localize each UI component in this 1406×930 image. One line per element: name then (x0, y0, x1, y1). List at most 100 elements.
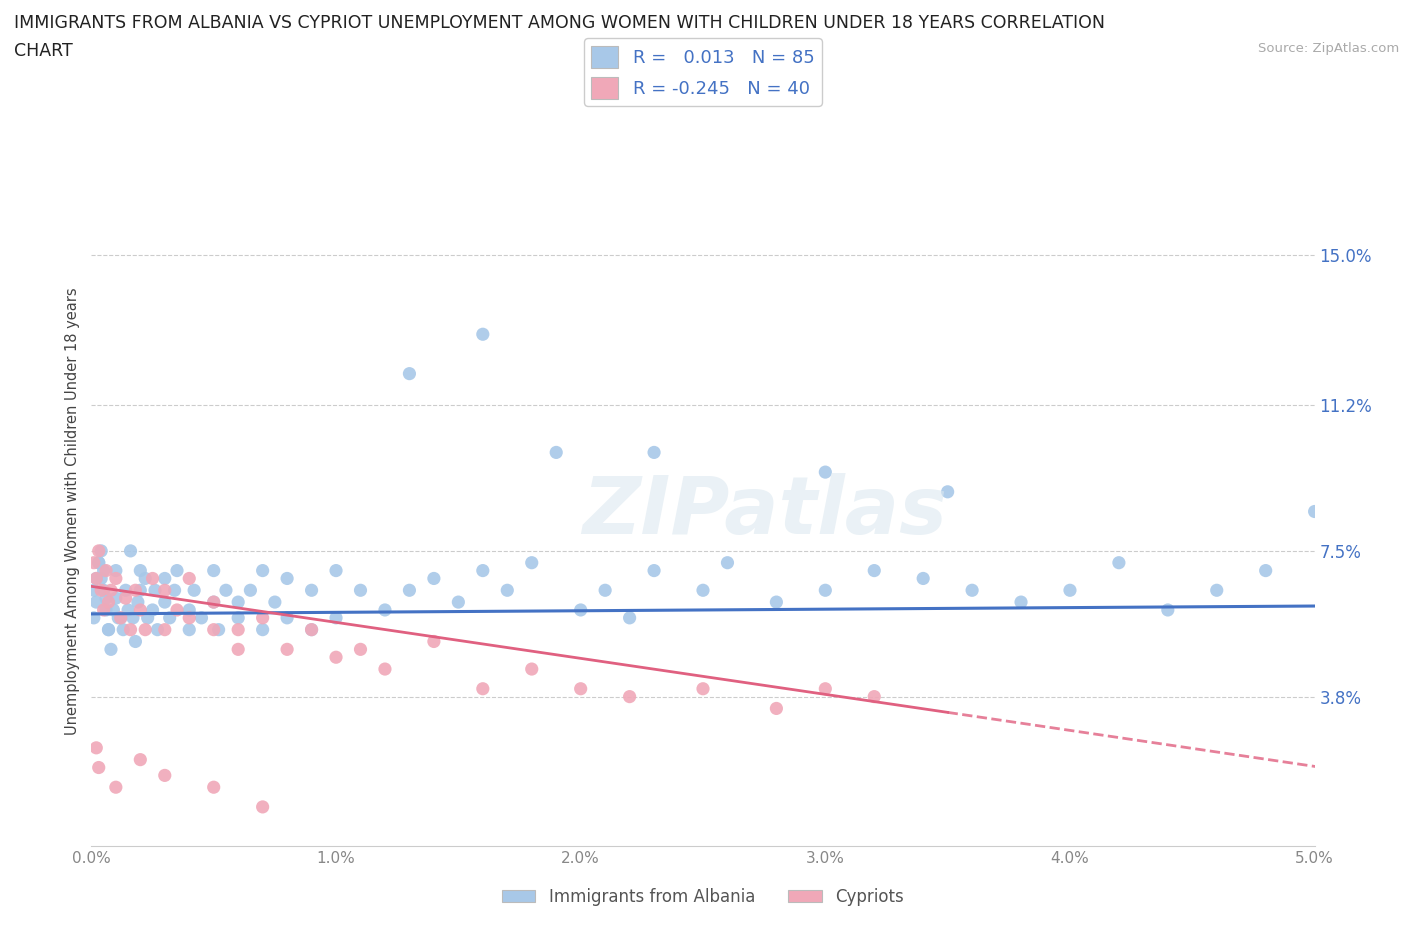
Point (423, 634, 446, 649)
Point (546, 445, 568, 459)
Point (447, 594, 470, 609)
Point (814, 465, 837, 480)
Point (163, 583, 186, 598)
Point (87, 760, 110, 775)
Point (103, 603, 125, 618)
Point (765, 594, 787, 609)
Point (202, 564, 225, 578)
Point (153, 622, 176, 637)
Point (643, 445, 665, 459)
Point (276, 571, 298, 586)
Point (166, 603, 188, 618)
Point (129, 583, 152, 598)
Point (100, 642, 122, 657)
Point (520, 555, 543, 570)
Point (202, 594, 225, 609)
Point (1157, 603, 1180, 618)
Point (104, 591, 127, 605)
Point (814, 583, 837, 598)
Point (814, 682, 837, 697)
Point (84, 740, 107, 755)
Point (1059, 583, 1081, 598)
Point (226, 610, 249, 625)
Point (349, 642, 371, 657)
Point (127, 594, 149, 609)
Point (569, 603, 592, 618)
Point (153, 594, 176, 609)
Point (264, 594, 287, 609)
Point (765, 701, 787, 716)
Point (122, 610, 145, 625)
Point (374, 661, 396, 676)
Point (93, 583, 115, 598)
Point (134, 622, 156, 637)
Point (87, 555, 110, 570)
Point (153, 571, 176, 586)
Point (93, 603, 115, 618)
Text: CHART: CHART (14, 42, 73, 60)
Point (1108, 555, 1130, 570)
Point (90, 571, 112, 586)
Point (124, 634, 146, 649)
Point (252, 622, 274, 637)
Point (110, 610, 132, 625)
Point (325, 610, 347, 625)
Point (104, 779, 127, 794)
Point (471, 564, 494, 578)
Point (619, 610, 641, 625)
Point (215, 583, 238, 598)
Point (863, 689, 886, 704)
Point (207, 622, 229, 637)
Point (84, 571, 107, 586)
Point (301, 622, 323, 637)
Text: Source: ZipAtlas.com: Source: ZipAtlas.com (1258, 42, 1399, 55)
Point (692, 583, 714, 598)
Point (97, 622, 120, 637)
Point (120, 543, 142, 558)
Point (107, 610, 129, 625)
Point (90, 543, 112, 558)
Point (239, 583, 262, 598)
Point (104, 564, 127, 578)
Point (276, 642, 298, 657)
Point (252, 610, 274, 625)
Point (153, 583, 176, 598)
Point (93, 564, 115, 578)
Point (97, 594, 120, 609)
Point (1303, 504, 1326, 519)
Point (1205, 583, 1227, 598)
Point (252, 564, 274, 578)
Point (301, 583, 323, 598)
Point (141, 571, 163, 586)
Point (114, 591, 136, 605)
Point (153, 768, 176, 783)
Point (398, 583, 420, 598)
Y-axis label: Unemployment Among Women with Children Under 18 years: Unemployment Among Women with Children U… (65, 287, 80, 736)
Point (97, 622, 120, 637)
Point (87, 555, 110, 570)
Point (129, 564, 152, 578)
Point (112, 622, 135, 637)
Point (1254, 564, 1277, 578)
Point (325, 564, 347, 578)
Point (141, 603, 163, 618)
Point (143, 583, 166, 598)
Point (936, 485, 959, 499)
Point (423, 571, 446, 586)
Point (179, 603, 201, 618)
Point (159, 610, 181, 625)
Text: ZIPatlas: ZIPatlas (582, 472, 946, 551)
Point (569, 682, 592, 697)
Point (593, 583, 616, 598)
Point (960, 583, 983, 598)
Legend: R =   0.013   N = 85, R = -0.245   N = 40: R = 0.013 N = 85, R = -0.245 N = 40 (583, 38, 823, 106)
Point (179, 610, 201, 625)
Point (252, 800, 274, 815)
Text: IMMIGRANTS FROM ALBANIA VS CYPRIOT UNEMPLOYMENT AMONG WOMEN WITH CHILDREN UNDER : IMMIGRANTS FROM ALBANIA VS CYPRIOT UNEMP… (14, 14, 1105, 32)
Point (166, 564, 188, 578)
Point (104, 571, 127, 586)
Point (301, 622, 323, 637)
Point (94, 564, 117, 578)
Point (202, 622, 225, 637)
Point (129, 752, 152, 767)
